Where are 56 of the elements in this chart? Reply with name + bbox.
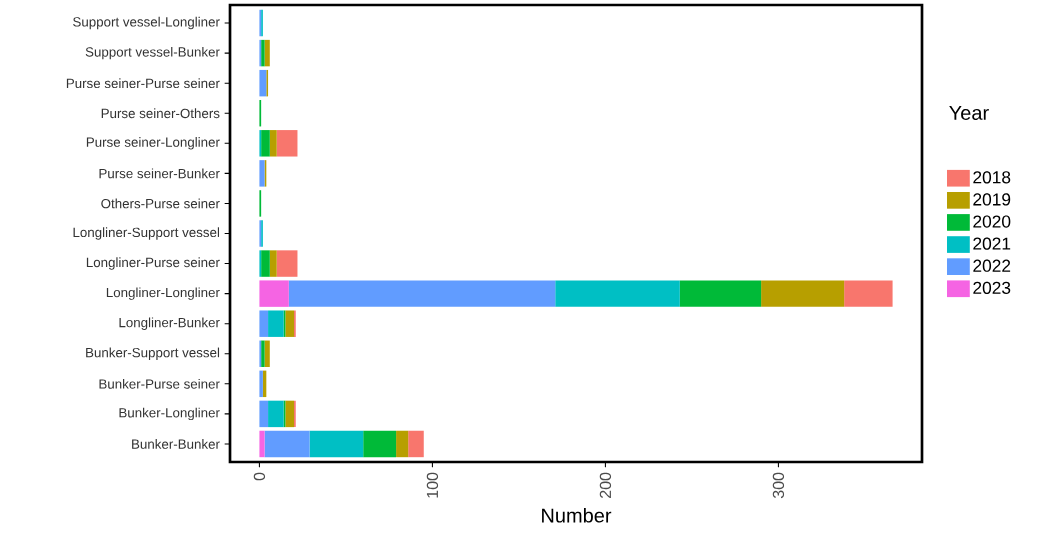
bar [264, 430, 310, 458]
bar [363, 430, 397, 458]
y-tick-label: Longliner-Longliner [106, 287, 220, 300]
bar [269, 250, 277, 277]
legend-label: 2022 [973, 259, 1011, 272]
y-tick-label: Purse seiner-Bunker [99, 168, 220, 179]
bar [269, 130, 277, 157]
bar [276, 250, 298, 277]
bar [408, 430, 424, 458]
y-tick-label: Bunker-Purse seiner [99, 378, 220, 389]
y-tick-label: Support vessel-Longliner [73, 16, 220, 30]
bar [761, 280, 845, 307]
bar [259, 310, 269, 337]
x-axis-title: Number [542, 507, 612, 523]
bar [288, 280, 556, 307]
bar [276, 130, 298, 157]
bar [268, 400, 284, 428]
bar [679, 280, 762, 307]
bar [309, 430, 364, 458]
bar [259, 280, 289, 307]
y-tick-label: Bunker-Bunker [132, 439, 220, 449]
x-tick-label: 0 [253, 472, 266, 481]
legend-label: 2023 [973, 281, 1011, 294]
y-tick-label: Support vessel-Bunker [85, 46, 220, 60]
legend-label: 2020 [973, 215, 1011, 228]
bar [268, 310, 284, 337]
bar [396, 430, 409, 458]
bar [259, 400, 269, 428]
bar [259, 160, 265, 187]
y-tick-label: Bunker-Longliner [119, 407, 220, 421]
legend-label: 2021 [973, 237, 1011, 250]
legend-label: 2019 [973, 193, 1011, 206]
bar [285, 400, 295, 428]
x-tick-label: 100 [426, 472, 439, 498]
legend-label: 2018 [973, 171, 1011, 184]
y-tick-label: Longliner-Support vessel [73, 227, 220, 240]
legend-title: Year [949, 106, 989, 120]
bar [259, 69, 267, 97]
bar [259, 370, 263, 398]
y-tick-label: Longliner-Bunker [119, 317, 220, 330]
bar [261, 130, 270, 157]
y-tick-label: Longliner-Purse seiner [86, 257, 220, 270]
y-tick-label: Bunker-Support vessel [86, 347, 220, 360]
bar [285, 310, 295, 337]
bar [261, 250, 270, 277]
y-tick-label: Purse seiner-Longliner [86, 137, 220, 150]
bar [555, 280, 680, 307]
bar [264, 39, 270, 67]
y-tick-label: Purse seiner-Purse seiner [66, 78, 220, 89]
y-tick-label: Purse seiner-Others [101, 108, 220, 119]
y-tick-label: Others-Purse seiner [101, 198, 220, 209]
x-tick-label: 200 [599, 472, 612, 498]
bar [259, 430, 265, 458]
bar [844, 280, 893, 307]
x-tick-label: 300 [772, 472, 785, 499]
bar [264, 340, 270, 367]
